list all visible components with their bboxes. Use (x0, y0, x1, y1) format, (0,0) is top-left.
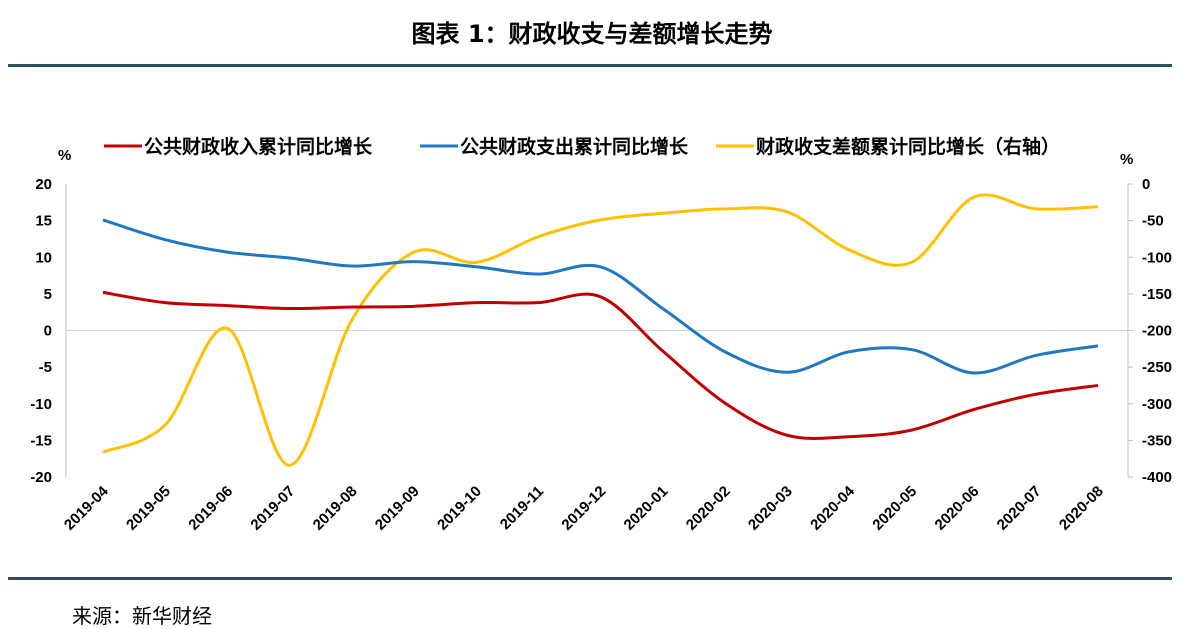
series-line-1 (102, 290, 1099, 440)
right-tick-label: -100 (1142, 249, 1172, 266)
x-tick-label: 2020-05 (869, 483, 920, 534)
right-tick-label: -150 (1142, 286, 1172, 303)
right-tick-label: -50 (1142, 213, 1164, 230)
x-tick-label: 2019-11 (497, 483, 547, 533)
page-title: 图表 1：财政收支与差额增长走势 (411, 20, 773, 48)
right-tick-label: -200 (1142, 323, 1172, 340)
source-note: 来源：新华财经 (72, 604, 212, 628)
left-tick-label: -5 (39, 359, 52, 376)
series-line-2 (102, 218, 1099, 375)
x-tick-label: 2019-12 (558, 483, 609, 534)
left-tick-label: 5 (44, 286, 52, 303)
x-tick-label: 2020-04 (807, 482, 858, 533)
x-tick-label: 2020-07 (994, 483, 1045, 534)
right-tick-label: 0 (1142, 176, 1150, 193)
x-tick-label: 2019-09 (372, 483, 423, 534)
left-tick-label: -10 (30, 396, 52, 413)
right-tick-label: -350 (1142, 432, 1172, 449)
x-tick-label: 2020-06 (931, 483, 982, 534)
x-tick-label: 2019-04 (61, 482, 112, 533)
x-tick-label: 2019-05 (123, 483, 174, 534)
legend: 公共财政收入累计同比增长 公共财政支出累计同比增长 财政收支差额累计同比增长（右轴） (104, 135, 1060, 158)
bottom-divider (8, 577, 1172, 580)
legend-label: 财政收支差额累计同比增长（右轴） (756, 135, 1060, 158)
x-tick-label: 2019-10 (434, 483, 485, 534)
left-tick-label: 15 (35, 213, 52, 230)
right-tick-label: -250 (1142, 359, 1172, 376)
x-tick-label: 2019-06 (185, 483, 236, 534)
x-tick-label: 2020-01 (621, 483, 672, 534)
right-tick-label: -300 (1142, 396, 1172, 413)
left-axis-unit: % (58, 147, 71, 164)
left-tick-label: 10 (35, 249, 52, 266)
x-tick-label: 2020-02 (683, 483, 734, 534)
legend-label: 公共财政支出累计同比增长 (460, 135, 689, 158)
top-divider (8, 64, 1172, 67)
x-tick-label: 2019-07 (247, 483, 298, 534)
right-axis-unit: % (1120, 151, 1133, 168)
left-tick-label: 20 (35, 176, 52, 193)
series-line-3 (102, 193, 1099, 467)
right-tick-label: -400 (1142, 469, 1172, 486)
x-tick-label: 2020-03 (745, 483, 796, 534)
x-tick-label: 2019-08 (310, 483, 361, 534)
left-tick-label: 0 (44, 323, 52, 340)
left-tick-label: -15 (30, 432, 52, 449)
legend-label: 公共财政收入累计同比增长 (144, 135, 373, 158)
left-tick-label: -20 (30, 469, 52, 486)
x-tick-label: 2020-08 (1056, 483, 1107, 534)
